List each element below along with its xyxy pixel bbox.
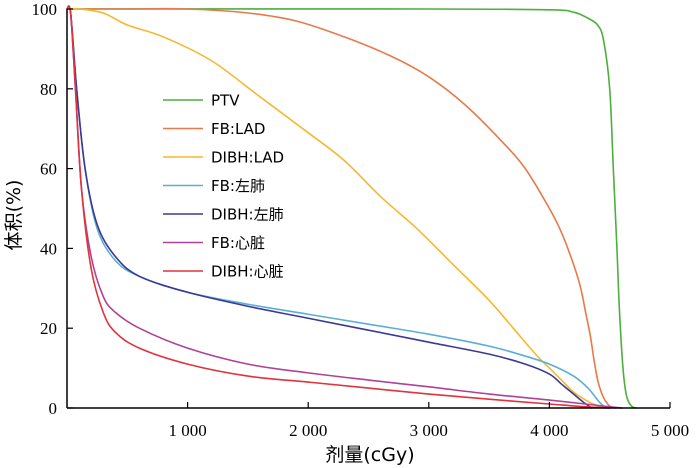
curves-layer: [66, 5, 638, 409]
legend: PTV FB:LAD DIBH:LAD FB:左肺 DIBH:左肺 FB:心脏 DIBH:心…: [163, 92, 284, 281]
legend-label-fb-lad: FB:LAD: [211, 120, 266, 138]
x-tick-label: 2 000: [289, 421, 327, 440]
y-tick-label: 20: [40, 319, 57, 338]
legend-label-fb-left-lung: FB:左肺: [211, 177, 265, 195]
y-tick-label: 100: [32, 0, 58, 19]
axes-layer: [66, 9, 670, 409]
series-line-fb-left-lung: [66, 5, 611, 409]
legend-label-dibh-lad: DIBH:LAD: [211, 149, 284, 167]
series-line-fb-heart: [66, 5, 623, 409]
x-tick-label: 1 000: [168, 421, 206, 440]
series-line-dibh-lad: [66, 7, 605, 409]
x-tick-label: 3 000: [410, 421, 448, 440]
legend-label-dibh-heart: DIBH:心脏: [211, 263, 284, 281]
series-line-ptv: [66, 8, 638, 409]
series-line-fb-lad: [66, 7, 617, 409]
x-tick-label: 4 000: [530, 421, 568, 440]
x-axis-title: 剂量(cGy): [325, 444, 414, 466]
y-ticks: 0 20 40 60 80 100: [32, 0, 73, 418]
y-tick-label: 60: [40, 160, 57, 179]
x-tick-label: 5 000: [651, 421, 689, 440]
y-tick-label: 40: [40, 239, 57, 258]
y-tick-label: 0: [49, 399, 58, 418]
x-ticks: 1 000 2 000 3 000 4 000 5 000: [168, 402, 689, 440]
legend-label-ptv: PTV: [211, 92, 240, 110]
y-axis-title: 体积(%): [3, 180, 25, 251]
y-tick-label: 80: [40, 80, 57, 99]
series-line-dibh-heart: [66, 5, 611, 409]
legend-label-dibh-left-lung: DIBH:左肺: [211, 206, 284, 224]
series-line-dibh-left-lung: [66, 5, 593, 409]
legend-label-fb-heart: FB:心脏: [211, 234, 265, 252]
